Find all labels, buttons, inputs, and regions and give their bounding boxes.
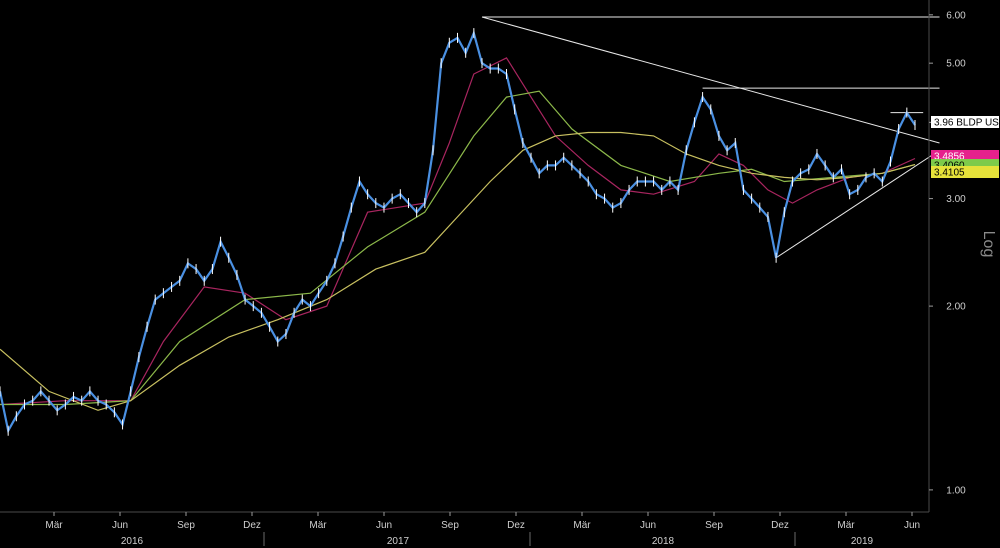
- price-tag-bg-3: [931, 166, 999, 178]
- x-tick-label-8: Mär: [573, 520, 591, 531]
- x-year-label-2: 2018: [652, 536, 675, 547]
- x-tick-label-11: Dez: [771, 520, 789, 531]
- price-tag-label-1: 3.4856: [934, 152, 965, 163]
- moving-average-0: [0, 57, 916, 406]
- y-tick-label-5: 6.00: [946, 10, 966, 21]
- y-tick-label-1: 2.00: [946, 302, 966, 313]
- x-tick-label-0: Mär: [45, 520, 63, 531]
- scale-label: Log: [980, 231, 997, 258]
- price-tag-bg-0: [931, 116, 999, 128]
- x-year-label-3: 2019: [851, 536, 874, 547]
- x-year-label-1: 2017: [387, 536, 410, 547]
- trend-line-0: [481, 16, 940, 144]
- price-tag-label-3: 3.4105: [934, 168, 965, 179]
- x-tick-label-13: Jun: [904, 520, 920, 531]
- trend-line-1: [775, 149, 940, 259]
- price-line: [0, 29, 916, 434]
- moving-average-2: [0, 131, 916, 411]
- x-tick-label-10: Sep: [705, 520, 723, 531]
- x-tick-label-7: Dez: [507, 520, 525, 531]
- price-tag-label-0: 3.96 BLDP US: [934, 118, 999, 129]
- y-tick-label-0: 1.00: [946, 485, 966, 496]
- x-tick-label-6: Sep: [441, 520, 459, 531]
- x-tick-label-3: Dez: [243, 520, 261, 531]
- x-year-label-0: 2016: [121, 536, 144, 547]
- x-tick-label-1: Jun: [112, 520, 128, 531]
- x-tick-label-9: Jun: [640, 520, 656, 531]
- y-tick-label-2: 3.00: [946, 194, 966, 205]
- x-tick-label-2: Sep: [177, 520, 195, 531]
- y-tick-label-4: 5.00: [946, 59, 966, 70]
- x-tick-label-12: Mär: [837, 520, 855, 531]
- x-tick-label-4: Mär: [309, 520, 327, 531]
- moving-average-1: [0, 90, 916, 406]
- x-tick-label-5: Jun: [376, 520, 392, 531]
